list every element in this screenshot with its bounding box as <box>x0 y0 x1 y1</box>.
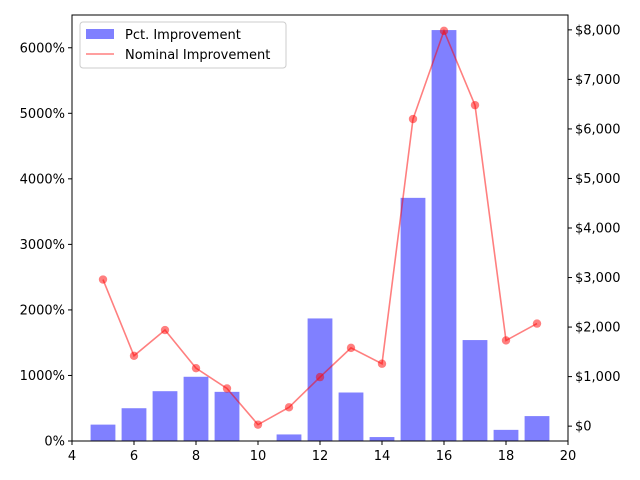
line-point <box>377 359 387 368</box>
legend-bar-swatch <box>86 29 114 39</box>
right-y-tick-label: $4,000 <box>575 222 621 237</box>
bar <box>183 376 209 441</box>
line-point <box>284 403 294 412</box>
bar <box>431 30 457 441</box>
x-tick-label: 6 <box>130 449 138 464</box>
x-tick-label: 20 <box>560 449 577 464</box>
line-point <box>439 26 449 36</box>
line-point <box>408 114 418 124</box>
bar <box>524 416 550 441</box>
right-y-tick-label: $1,000 <box>575 370 621 385</box>
line-point <box>532 319 542 328</box>
line-point <box>346 343 356 353</box>
x-tick-label: 14 <box>374 449 391 464</box>
left-y-tick-label: 2000% <box>20 303 65 318</box>
line-point <box>129 351 139 360</box>
line-point <box>253 420 263 429</box>
left-y-tick-label: 5000% <box>20 107 65 122</box>
legend-label-pct: Pct. Improvement <box>125 28 241 43</box>
right-y-tick-label: $2,000 <box>575 321 621 336</box>
bar <box>493 429 519 441</box>
legend-label-nominal: Nominal Improvement <box>125 48 270 63</box>
left-y-tick-label: 1000% <box>20 369 65 384</box>
x-tick-label: 12 <box>312 449 329 464</box>
x-tick-label: 10 <box>250 449 267 464</box>
line-series <box>98 26 542 429</box>
legend: Pct. Improvement Nominal Improvement <box>79 21 287 69</box>
right-y-tick-label: $8,000 <box>575 23 621 38</box>
bar <box>121 408 147 441</box>
legend-box <box>79 21 287 69</box>
line-point <box>222 384 232 393</box>
bar <box>152 391 178 441</box>
line-point <box>98 275 108 284</box>
bar <box>400 197 426 441</box>
right-y-tick-label: $0 <box>575 420 592 435</box>
bar <box>214 391 240 441</box>
bar <box>369 437 395 441</box>
line-point <box>470 100 480 110</box>
right-y-tick-label: $7,000 <box>575 73 621 88</box>
line-point <box>191 363 201 373</box>
right-y-tick-label: $5,000 <box>575 172 621 187</box>
x-tick-label: 18 <box>498 449 515 464</box>
bar <box>90 424 116 441</box>
left-y-axis: 0% 1000% 2000% 3000% 4000% 5000% 6000% <box>20 41 72 450</box>
bar <box>338 392 364 441</box>
right-y-axis: $0 $1,000 $2,000 $3,000 $4,000 $5,000 $6,000 $7… <box>568 23 621 435</box>
line-point <box>501 336 511 345</box>
line-point <box>315 372 325 382</box>
left-y-tick-label: 3000% <box>20 238 65 253</box>
x-tick-label: 4 <box>68 449 76 464</box>
x-tick-label: 8 <box>192 449 200 464</box>
x-axis: 4 6 8 10 12 14 16 18 20 <box>68 441 576 464</box>
bar <box>276 434 302 441</box>
right-y-tick-label: $6,000 <box>575 122 621 137</box>
bar <box>462 340 488 441</box>
right-y-tick-label: $3,000 <box>575 271 621 286</box>
x-tick-label: 16 <box>436 449 453 464</box>
bar-series <box>90 30 550 441</box>
left-y-tick-label: 0% <box>44 435 65 450</box>
left-y-tick-label: 6000% <box>20 41 65 56</box>
line-point <box>160 325 170 335</box>
left-y-tick-label: 4000% <box>20 172 65 187</box>
